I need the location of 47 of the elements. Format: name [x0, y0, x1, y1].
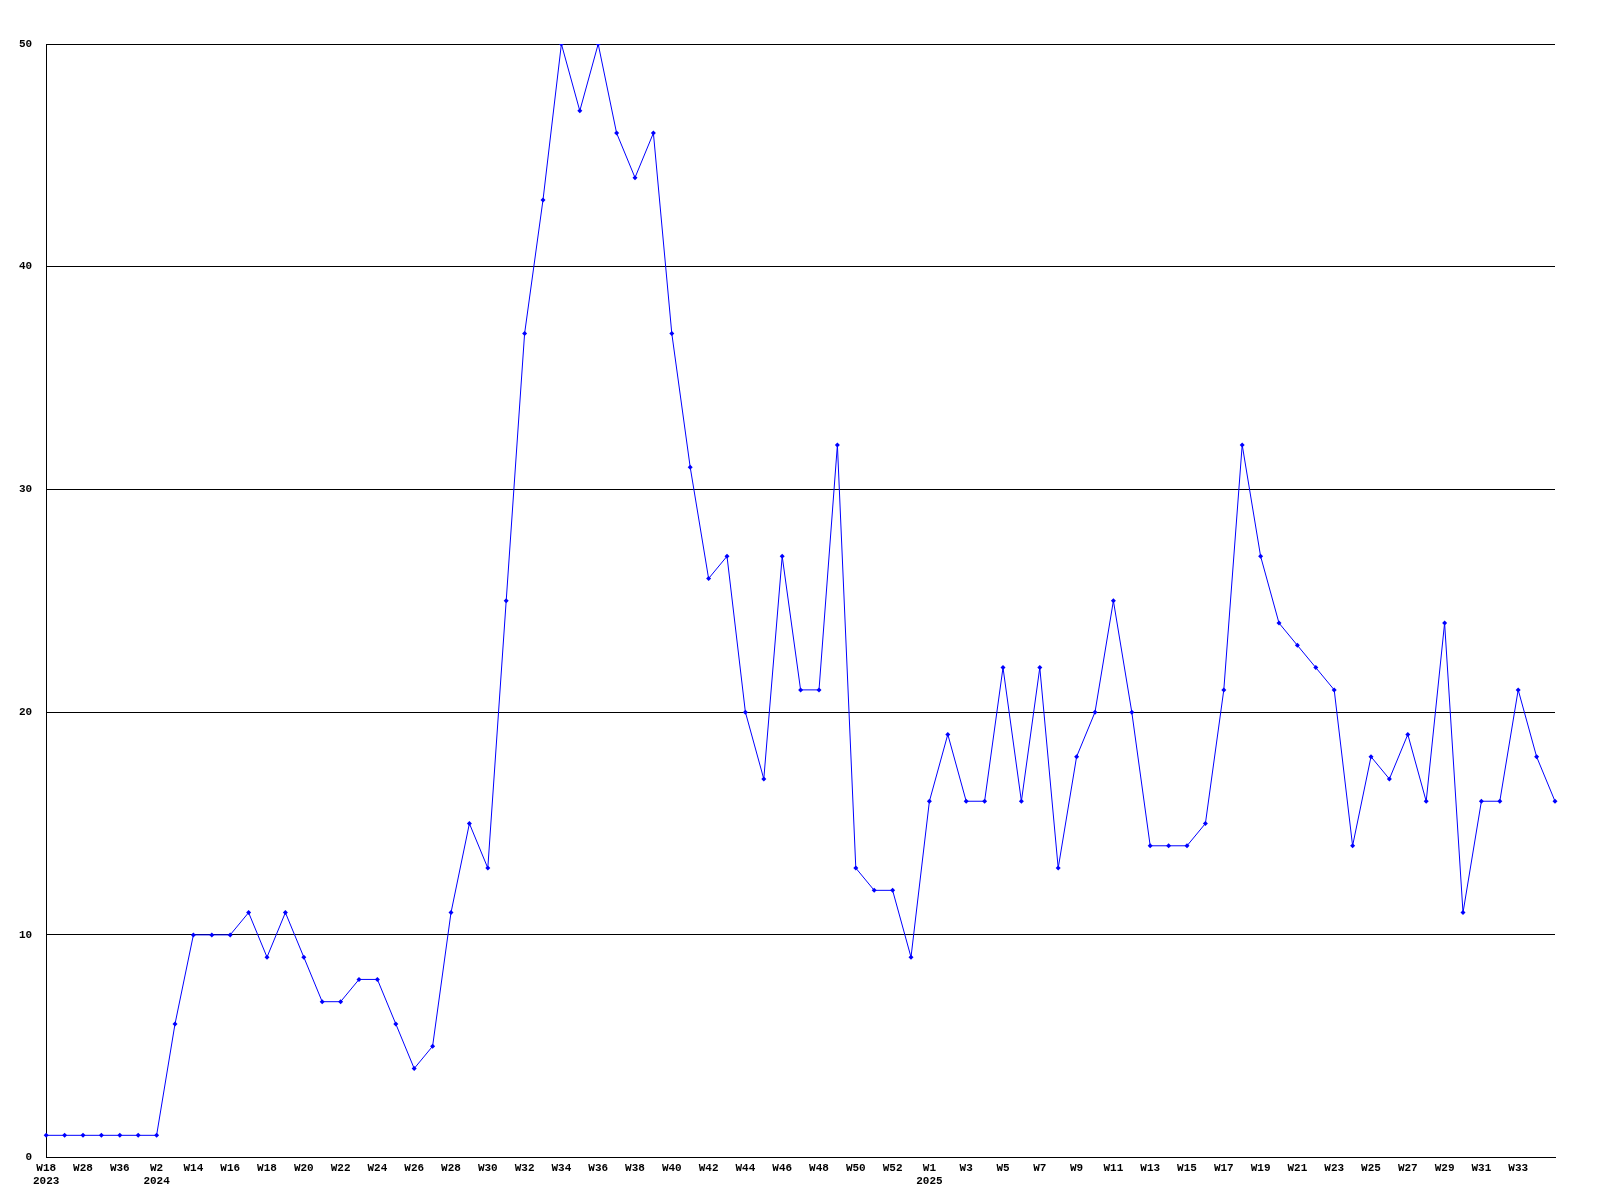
- x-tick-label: W28: [73, 1161, 94, 1174]
- x-tick-label: W26: [404, 1161, 425, 1174]
- x-tick-label: W1 2025: [916, 1161, 943, 1188]
- x-tick-label: W23: [1324, 1161, 1345, 1174]
- x-tick-label: W42: [698, 1161, 719, 1174]
- x-tick-label: W33: [1508, 1161, 1529, 1174]
- x-tick-label: W36: [109, 1161, 130, 1174]
- x-tick-label: W17: [1213, 1161, 1234, 1174]
- x-tick-label: W40: [661, 1161, 682, 1174]
- y-tick-label: 30: [19, 483, 33, 496]
- x-tick-label: W2 2024: [143, 1161, 171, 1188]
- y-tick-label: 0: [25, 1151, 33, 1164]
- x-tick-label: W27: [1397, 1161, 1418, 1174]
- x-tick-label: W32: [514, 1161, 535, 1174]
- x-tick-label: W20: [293, 1161, 314, 1174]
- x-tick-label: W3: [959, 1161, 974, 1174]
- x-tick-label: W29: [1434, 1161, 1455, 1174]
- x-tick-label: W14: [183, 1161, 204, 1174]
- x-tick-label: W24: [367, 1161, 388, 1174]
- x-tick-label: W21: [1287, 1161, 1308, 1174]
- y-tick-label: 50: [19, 37, 33, 50]
- x-tick-label: W7: [1033, 1161, 1047, 1174]
- x-tick-label: W52: [882, 1161, 903, 1174]
- x-tick-label: W30: [477, 1161, 498, 1174]
- x-tick-label: W36: [588, 1161, 609, 1174]
- y-tick-label: 40: [19, 260, 33, 273]
- x-tick-label: W31: [1471, 1161, 1492, 1174]
- x-tick-label: W19: [1250, 1161, 1271, 1174]
- x-tick-label: W50: [845, 1161, 866, 1174]
- x-tick-label: W34: [551, 1161, 572, 1174]
- x-tick-label: W18: [257, 1161, 278, 1174]
- x-tick-label: W38: [625, 1161, 646, 1174]
- x-tick-label: W44: [735, 1161, 756, 1174]
- x-tick-label: W28: [441, 1161, 462, 1174]
- x-tick-label: W16: [220, 1161, 241, 1174]
- x-tick-label: W22: [330, 1161, 351, 1174]
- x-tick-label: W9: [1070, 1161, 1084, 1174]
- y-tick-label: 20: [19, 705, 33, 718]
- x-tick-label: W46: [772, 1161, 793, 1174]
- x-tick-label: W5: [996, 1161, 1010, 1174]
- x-tick-label: W13: [1140, 1161, 1161, 1174]
- x-tick-label: W18 2023: [33, 1161, 60, 1188]
- x-tick-label: W25: [1361, 1161, 1382, 1174]
- x-tick-label: W48: [809, 1161, 830, 1174]
- x-tick-label: W15: [1177, 1161, 1198, 1174]
- x-tick-label: W11: [1103, 1161, 1124, 1174]
- y-tick-label: 10: [19, 928, 33, 941]
